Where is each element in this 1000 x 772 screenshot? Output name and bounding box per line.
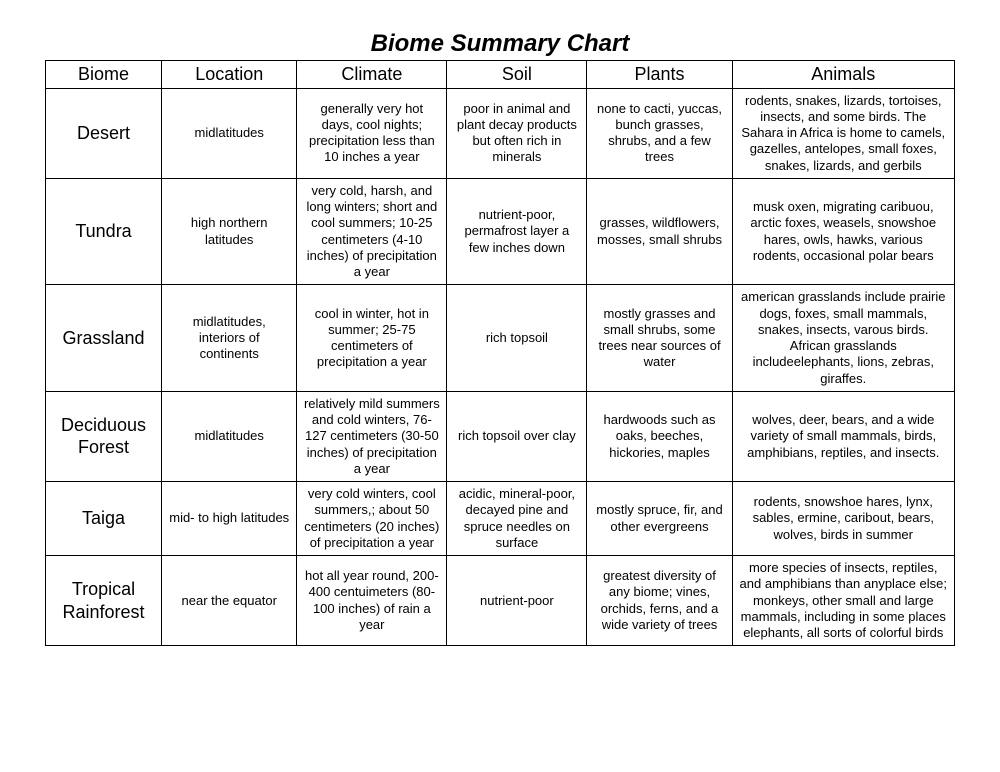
cell-biome: Desert	[46, 88, 162, 178]
table-row: Grassland midlatitudes, interiors of con…	[46, 285, 955, 392]
cell-climate: very cold winters, cool summers,; about …	[297, 482, 447, 556]
table-header-row: Biome Location Climate Soil Plants Anima…	[46, 61, 955, 89]
cell-location: high northern latitudes	[162, 178, 297, 285]
cell-plants: mostly spruce, fir, and other evergreens	[587, 482, 732, 556]
cell-plants: mostly grasses and small shrubs, some tr…	[587, 285, 732, 392]
table-row: Tundra high northern latitudes very cold…	[46, 178, 955, 285]
cell-climate: generally very hot days, cool nights; pr…	[297, 88, 447, 178]
cell-animals: wolves, deer, bears, and a wide variety …	[732, 391, 954, 481]
cell-plants: hardwoods such as oaks, beeches, hickori…	[587, 391, 732, 481]
cell-location: mid- to high latitudes	[162, 482, 297, 556]
col-location: Location	[162, 61, 297, 89]
cell-location: midlatitudes	[162, 391, 297, 481]
cell-soil: acidic, mineral-poor, decayed pine and s…	[447, 482, 587, 556]
cell-animals: rodents, snakes, lizards, tortoises, ins…	[732, 88, 954, 178]
col-soil: Soil	[447, 61, 587, 89]
col-biome: Biome	[46, 61, 162, 89]
table-row: Deciduous Forest midlatitudes relatively…	[46, 391, 955, 481]
page-title: Biome Summary Chart	[45, 30, 955, 58]
cell-biome: Tropical Rainforest	[46, 556, 162, 646]
cell-biome: Tundra	[46, 178, 162, 285]
cell-biome: Grassland	[46, 285, 162, 392]
cell-soil: nutrient-poor, permafrost layer a few in…	[447, 178, 587, 285]
cell-plants: greatest diversity of any biome; vines, …	[587, 556, 732, 646]
cell-climate: hot all year round, 200-400 centuimeters…	[297, 556, 447, 646]
biome-table: Biome Location Climate Soil Plants Anima…	[45, 60, 955, 646]
cell-location: midlatitudes, interiors of continents	[162, 285, 297, 392]
table-row: Taiga mid- to high latitudes very cold w…	[46, 482, 955, 556]
cell-animals: musk oxen, migrating caribuou, arctic fo…	[732, 178, 954, 285]
table-row: Tropical Rainforest near the equator hot…	[46, 556, 955, 646]
col-plants: Plants	[587, 61, 732, 89]
cell-climate: relatively mild summers and cold winters…	[297, 391, 447, 481]
cell-climate: very cold, harsh, and long winters; shor…	[297, 178, 447, 285]
cell-animals: more species of insects, reptiles, and a…	[732, 556, 954, 646]
cell-plants: grasses, wildflowers, mosses, small shru…	[587, 178, 732, 285]
cell-soil: nutrient-poor	[447, 556, 587, 646]
cell-biome: Taiga	[46, 482, 162, 556]
cell-climate: cool in winter, hot in summer; 25-75 cen…	[297, 285, 447, 392]
cell-animals: american grasslands include prairie dogs…	[732, 285, 954, 392]
col-animals: Animals	[732, 61, 954, 89]
cell-location: midlatitudes	[162, 88, 297, 178]
cell-plants: none to cacti, yuccas, bunch grasses, sh…	[587, 88, 732, 178]
cell-location: near the equator	[162, 556, 297, 646]
cell-soil: rich topsoil	[447, 285, 587, 392]
cell-animals: rodents, snowshoe hares, lynx, sables, e…	[732, 482, 954, 556]
cell-soil: rich topsoil over clay	[447, 391, 587, 481]
cell-biome: Deciduous Forest	[46, 391, 162, 481]
cell-soil: poor in animal and plant decay products …	[447, 88, 587, 178]
col-climate: Climate	[297, 61, 447, 89]
table-row: Desert midlatitudes generally very hot d…	[46, 88, 955, 178]
